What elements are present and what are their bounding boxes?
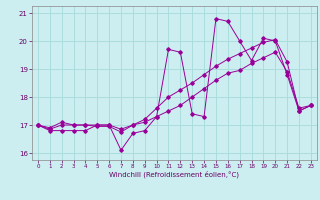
X-axis label: Windchill (Refroidissement éolien,°C): Windchill (Refroidissement éolien,°C)	[109, 171, 239, 178]
